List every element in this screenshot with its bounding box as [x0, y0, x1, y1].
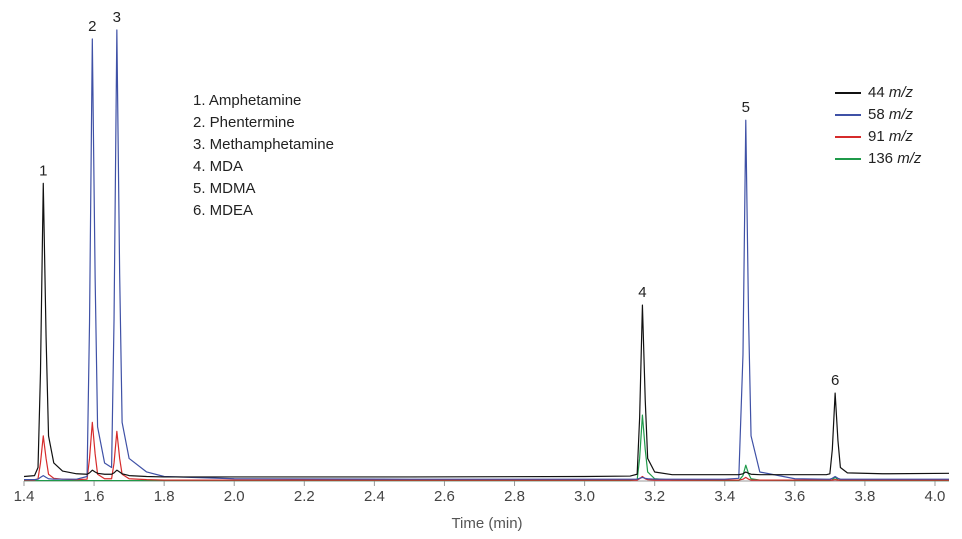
- legend-label-part: 44: [868, 84, 889, 101]
- legend-label: 44 m/z: [868, 84, 914, 101]
- series-line: [24, 29, 949, 481]
- legend-label-part: 58: [868, 106, 889, 123]
- legend-label-part: 91: [868, 128, 889, 145]
- peak-label: 5: [742, 99, 750, 116]
- compound-label: 1. Amphetamine: [193, 92, 301, 109]
- x-axis-title: Time (min): [451, 515, 522, 532]
- x-tick-label: 1.8: [154, 488, 175, 505]
- legend-label-part: m/z: [897, 150, 922, 167]
- legend-label: 58 m/z: [868, 106, 914, 123]
- compound-label: 3. Methamphetamine: [193, 136, 334, 153]
- compound-label: 4. MDA: [193, 158, 243, 175]
- x-tick-label: 2.8: [504, 488, 525, 505]
- x-tick-label: 2.6: [434, 488, 455, 505]
- compound-label: 2. Phentermine: [193, 114, 295, 131]
- legend-label-part: m/z: [889, 128, 914, 145]
- x-tick-label: 3.6: [784, 488, 805, 505]
- series-line: [24, 414, 949, 482]
- series-line: [24, 421, 949, 481]
- x-tick-label: 3.0: [574, 488, 595, 505]
- legend-label: 136 m/z: [868, 150, 922, 167]
- peak-label: 6: [831, 372, 839, 389]
- x-tick-label: 3.2: [644, 488, 665, 505]
- x-tick-label: 2.4: [364, 488, 385, 505]
- peak-label: 2: [88, 18, 96, 35]
- peak-label: 1: [39, 162, 47, 179]
- legend-label-part: m/z: [889, 84, 914, 101]
- series-line: [23, 182, 950, 478]
- peak-label: 4: [638, 284, 646, 301]
- compound-label: 5. MDMA: [193, 180, 256, 197]
- legend-label-part: m/z: [889, 106, 914, 123]
- legend-label: 91 m/z: [868, 128, 914, 145]
- x-tick-label: 2.0: [224, 488, 245, 505]
- x-tick-label: 1.6: [84, 488, 105, 505]
- x-tick-label: 4.0: [925, 488, 946, 505]
- peak-label: 3: [113, 9, 121, 26]
- legend-label-part: 136: [868, 150, 897, 167]
- x-tick-label: 1.4: [14, 488, 35, 505]
- x-tick-label: 3.8: [854, 488, 875, 505]
- x-tick-label: 3.4: [714, 488, 735, 505]
- x-tick-label: 2.2: [294, 488, 315, 505]
- compound-label: 6. MDEA: [193, 202, 253, 219]
